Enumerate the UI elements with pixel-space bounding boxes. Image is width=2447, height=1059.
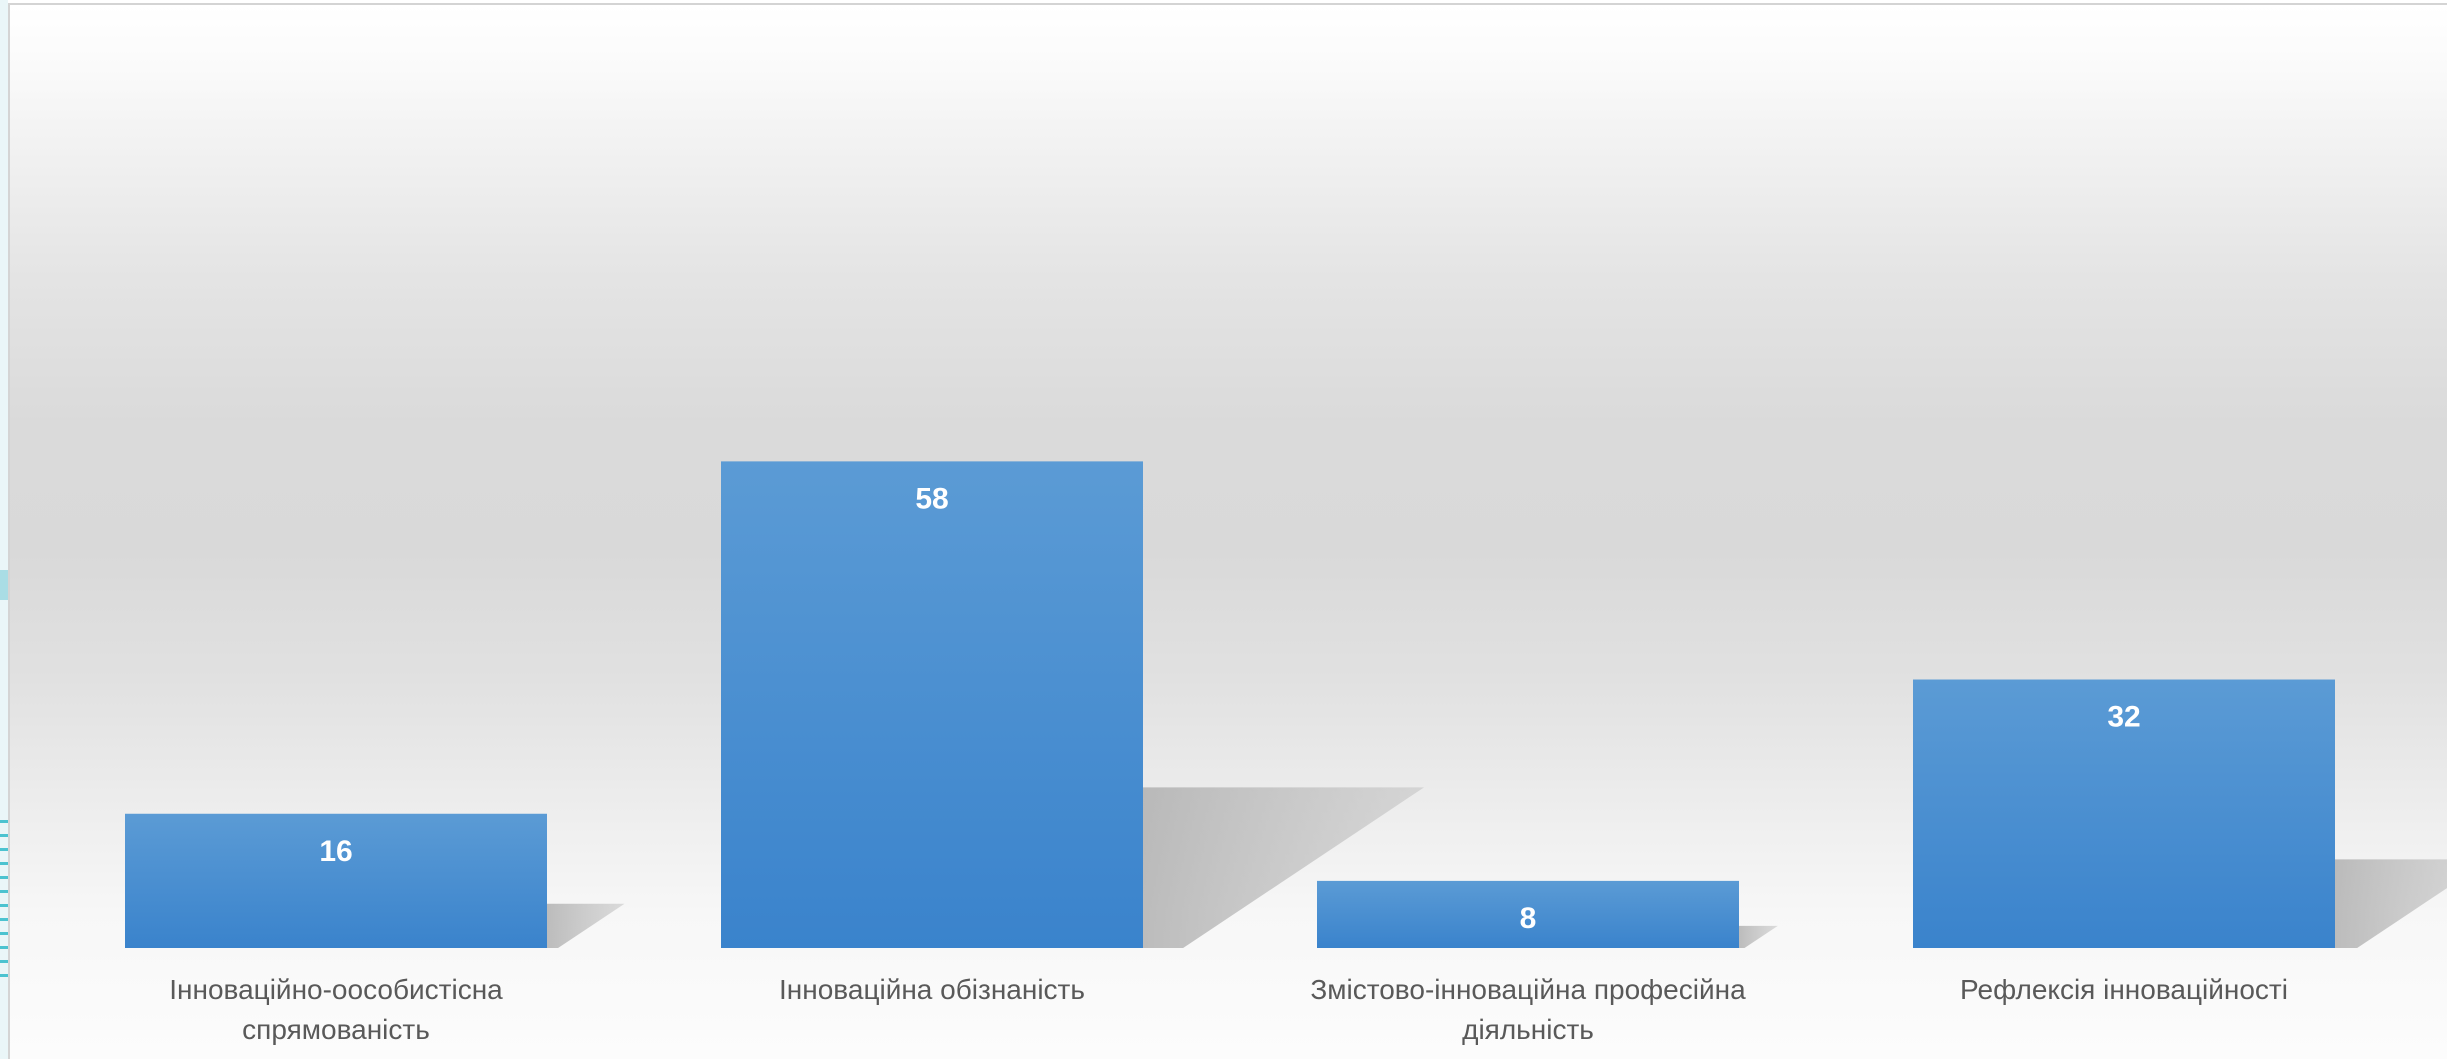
data-label: 16 xyxy=(319,835,352,868)
category-label: Змістово-інноваційна професійна діяльніст… xyxy=(1310,974,1746,1045)
category-label: Інноваційно-оособистісна спрямованість xyxy=(169,974,503,1045)
bar xyxy=(1913,679,2335,948)
slide-accent-ticks xyxy=(0,820,8,980)
bar-shadow xyxy=(1739,925,1778,948)
bars xyxy=(125,461,2335,948)
data-label: 8 xyxy=(1520,902,1537,935)
data-label: 32 xyxy=(2107,701,2140,734)
category-labels: Інноваційно-оособистісна спрямованість Інн… xyxy=(169,974,2288,1045)
slide-left-border xyxy=(0,0,8,1059)
slide-accent-tab xyxy=(0,570,8,600)
bar-shadows xyxy=(547,787,2447,948)
category-label: Інноваційна обізнаність xyxy=(779,974,1085,1005)
bar xyxy=(125,813,547,948)
bar-shadow xyxy=(547,903,625,948)
category-label: Рефлексія інноваційності xyxy=(1960,974,2288,1005)
bar-shadow xyxy=(1143,787,1425,948)
bar xyxy=(721,461,1143,948)
bar-shadow xyxy=(2335,859,2447,948)
data-label: 58 xyxy=(915,482,948,515)
bar xyxy=(1317,880,1739,948)
data-labels: 16 58 8 32 xyxy=(319,482,2140,935)
